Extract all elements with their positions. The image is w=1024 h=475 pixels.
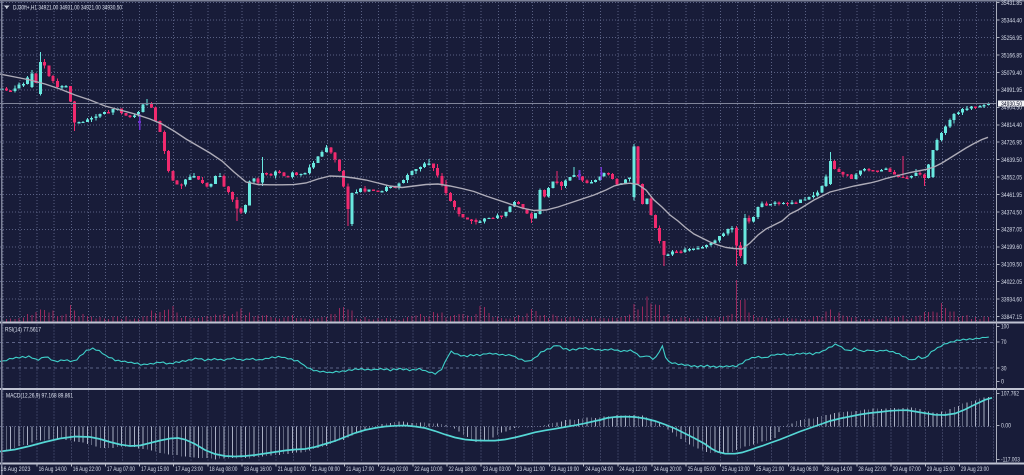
svg-text:25 Aug 21:00: 25 Aug 21:00 <box>756 466 784 473</box>
svg-text:16 Aug 14:00: 16 Aug 14:00 <box>39 466 67 473</box>
svg-text:34199.60: 34199.60 <box>1001 244 1022 251</box>
svg-text:34461.95: 34461.95 <box>1001 192 1022 199</box>
svg-text:21 Aug 09:00: 21 Aug 09:00 <box>312 466 340 473</box>
svg-text:35344.40: 35344.40 <box>1001 17 1022 24</box>
svg-text:33934.60: 33934.60 <box>1001 297 1022 304</box>
svg-text:34287.05: 34287.05 <box>1001 227 1022 234</box>
svg-text:30: 30 <box>1001 366 1007 373</box>
svg-text:23 Aug 19:00: 23 Aug 19:00 <box>551 466 579 473</box>
svg-text:34904.50: 34904.50 <box>1001 105 1022 112</box>
svg-text:28 Aug 06:00: 28 Aug 06:00 <box>790 466 818 473</box>
svg-text:34639.50: 34639.50 <box>1001 157 1022 164</box>
svg-text:100: 100 <box>1001 324 1009 331</box>
svg-text:22 Aug 10:00: 22 Aug 10:00 <box>414 466 442 473</box>
svg-text:34552.05: 34552.05 <box>1001 174 1022 181</box>
svg-text:28 Aug 14:00: 28 Aug 14:00 <box>824 466 852 473</box>
svg-text:34930.50: 34930.50 <box>1001 101 1022 108</box>
svg-text:17 Aug 15:00: 17 Aug 15:00 <box>141 466 169 473</box>
svg-text:18 Aug 08:00: 18 Aug 08:00 <box>209 466 237 473</box>
svg-text:34109.50: 34109.50 <box>1001 262 1022 269</box>
svg-text:22 Aug 18:00: 22 Aug 18:00 <box>449 466 477 473</box>
svg-text:34991.95: 34991.95 <box>1001 87 1022 94</box>
svg-text:DJ30ft+,H1 34921.00 34931.00 3: DJ30ft+,H1 34921.00 34931.00 34921.00 34… <box>13 5 122 12</box>
svg-text:35079.40: 35079.40 <box>1001 70 1022 77</box>
svg-text:23 Aug 11:00: 23 Aug 11:00 <box>517 466 545 473</box>
svg-text:25 Aug 13:00: 25 Aug 13:00 <box>722 466 750 473</box>
svg-text:0.00: 0.00 <box>1001 423 1011 430</box>
svg-text:18 Aug 16:00: 18 Aug 16:00 <box>244 466 272 473</box>
svg-text:16 Aug 22:00: 16 Aug 22:00 <box>73 466 101 473</box>
svg-text:34022.05: 34022.05 <box>1001 279 1022 286</box>
svg-text:25 Aug 05:00: 25 Aug 05:00 <box>688 466 716 473</box>
svg-text:22 Aug 02:00: 22 Aug 02:00 <box>380 466 408 473</box>
svg-text:23 Aug 03:00: 23 Aug 03:00 <box>483 466 511 473</box>
svg-text:MACD(12,26,9) 97.168 89.861: MACD(12,26,9) 97.168 89.861 <box>6 393 73 400</box>
svg-text:34726.95: 34726.95 <box>1001 140 1022 147</box>
svg-text:35431.85: 35431.85 <box>1001 0 1022 7</box>
svg-text:17 Aug 23:00: 17 Aug 23:00 <box>175 466 203 473</box>
svg-text:35166.85: 35166.85 <box>1001 52 1022 59</box>
svg-text:21 Aug 17:00: 21 Aug 17:00 <box>346 466 374 473</box>
svg-text:33847.15: 33847.15 <box>1001 314 1022 321</box>
svg-text:24 Aug 20:00: 24 Aug 20:00 <box>654 466 682 473</box>
svg-text:16 Aug 2023: 16 Aug 2023 <box>1 466 31 473</box>
svg-text:34814.40: 34814.40 <box>1001 122 1022 129</box>
svg-text:24 Aug 12:00: 24 Aug 12:00 <box>619 466 647 473</box>
svg-text:29 Aug 15:00: 29 Aug 15:00 <box>927 466 955 473</box>
svg-text:21 Aug 01:00: 21 Aug 01:00 <box>278 466 306 473</box>
svg-text:0: 0 <box>1001 379 1004 386</box>
svg-text:34374.50: 34374.50 <box>1001 209 1022 216</box>
svg-text:28 Aug 22:00: 28 Aug 22:00 <box>858 466 886 473</box>
svg-text:70: 70 <box>1001 339 1007 346</box>
svg-text:RSI(14) 77.5617: RSI(14) 77.5617 <box>5 326 41 333</box>
svg-text:29 Aug 07:00: 29 Aug 07:00 <box>893 466 921 473</box>
svg-text:17 Aug 07:00: 17 Aug 07:00 <box>107 466 135 473</box>
svg-text:29 Aug 23:00: 29 Aug 23:00 <box>961 466 989 473</box>
svg-text:-117.003: -117.003 <box>1001 457 1020 464</box>
svg-text:35256.95: 35256.95 <box>1001 35 1022 42</box>
svg-text:24 Aug 04:00: 24 Aug 04:00 <box>585 466 613 473</box>
svg-text:107.762: 107.762 <box>1001 391 1019 398</box>
